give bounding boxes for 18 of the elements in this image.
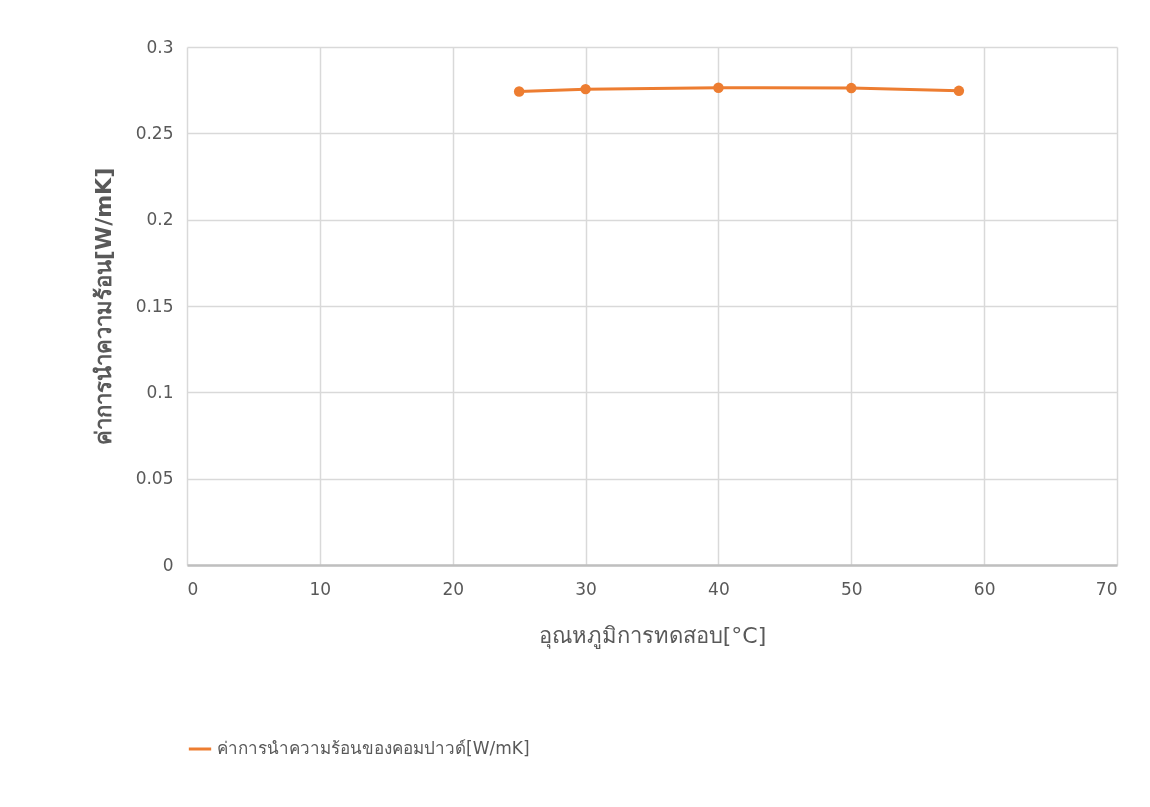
x-tick-label: 10 [309, 578, 332, 599]
y-tick-label: 0.15 [135, 295, 174, 316]
y-tick-label: 0.25 [135, 122, 174, 143]
legend-label: ค่าการนำความร้อนของคอมปาวด์[W/mK] [217, 738, 530, 758]
x-tick-label: 60 [973, 578, 996, 599]
x-tick-label: 50 [840, 578, 863, 599]
y-tick-label: 0 [162, 554, 174, 575]
y-tick-label: 0.3 [146, 36, 174, 57]
y-axis-title: ค่าการนำความร้อน[W/mK] [90, 167, 116, 446]
x-tick-label: 0 [187, 578, 199, 599]
x-tick-label: 40 [708, 578, 730, 599]
y-tick-label: 0.05 [135, 468, 174, 489]
x-axis-title: อุณหภูมิการทดสอบ[°C] [538, 622, 767, 649]
x-tick-label: 30 [575, 578, 597, 599]
y-tick-label: 0.2 [146, 209, 174, 230]
y-tick-label: 0.1 [146, 381, 174, 402]
x-tick-label: 20 [442, 578, 465, 599]
x-tick-label: 70 [1095, 578, 1118, 599]
